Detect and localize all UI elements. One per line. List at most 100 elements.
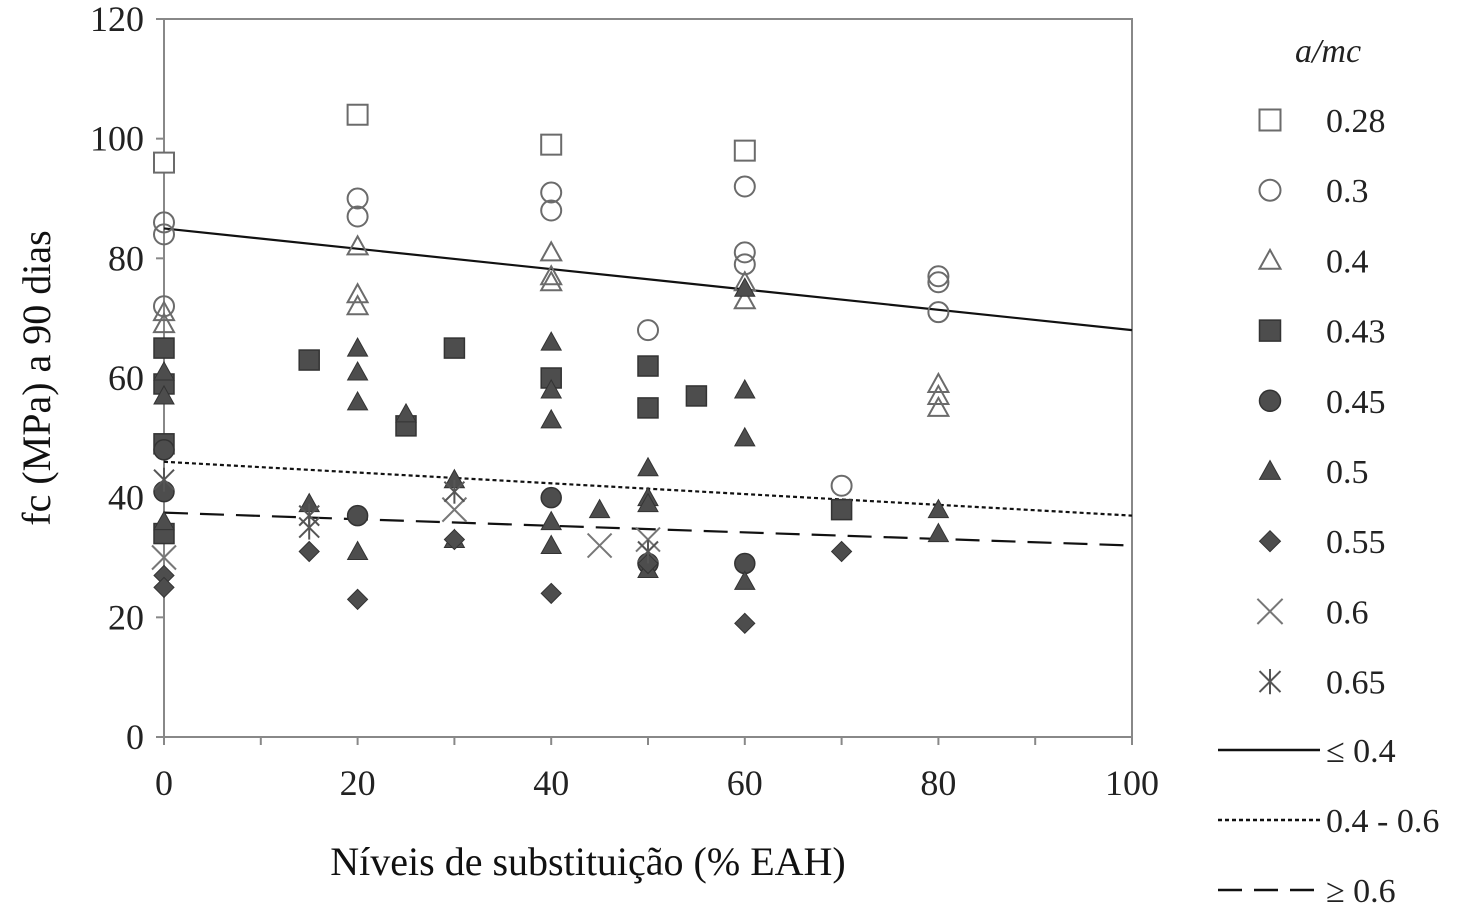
- y-axis-title: fc (MPa) a 90 dias: [14, 230, 59, 525]
- data-point: [927, 265, 950, 288]
- diamond-marker: [734, 612, 756, 635]
- data-point: [734, 612, 756, 635]
- square-marker: [1258, 108, 1282, 132]
- data-point: [346, 504, 369, 527]
- triangle-marker: [539, 270, 563, 292]
- legend-label: 0.4 - 0.6: [1326, 803, 1439, 840]
- data-points: [151, 103, 951, 635]
- data-point: [346, 205, 369, 228]
- data-point: [540, 331, 563, 351]
- data-point: [395, 402, 417, 423]
- x-tick-label: 40: [533, 763, 569, 803]
- data-point: [637, 397, 659, 419]
- circle-marker: [637, 319, 659, 342]
- circle-marker: [733, 241, 756, 264]
- circle-marker: [153, 211, 175, 234]
- data-point: [637, 456, 659, 477]
- data-point: [1258, 459, 1282, 480]
- data-point: [540, 582, 562, 605]
- data-point: [733, 288, 757, 310]
- triangle-marker: [346, 390, 369, 411]
- triangle-marker: [345, 282, 370, 304]
- circle-marker: [927, 301, 950, 324]
- x-tick-label: 60: [727, 763, 763, 803]
- triangle-marker: [345, 234, 370, 256]
- triangle-marker: [733, 378, 756, 399]
- data-point: [345, 282, 370, 304]
- y-tick-label: 20: [108, 597, 144, 637]
- legend-label: 0.3: [1326, 173, 1369, 210]
- diamond-marker: [153, 576, 175, 599]
- data-point: [153, 360, 175, 381]
- data-point: [298, 540, 320, 563]
- data-point: [298, 515, 320, 540]
- x-marker: [1256, 598, 1284, 625]
- legend-label: 0.28: [1326, 103, 1386, 140]
- x-tick-label: 20: [340, 763, 376, 803]
- y-tick-label: 40: [108, 478, 144, 518]
- data-point: [685, 385, 708, 407]
- data-point: [830, 498, 853, 521]
- triangle-marker: [153, 360, 175, 381]
- triangle-marker: [588, 498, 611, 519]
- triangle-marker: [346, 360, 369, 381]
- triangle-marker: [926, 383, 951, 405]
- triangle-marker: [733, 570, 756, 590]
- triangle-marker: [539, 240, 563, 262]
- data-point: [1258, 389, 1282, 413]
- data-point: [927, 498, 950, 519]
- circle-marker: [927, 271, 950, 294]
- data-point: [637, 319, 659, 342]
- data-point: [153, 151, 175, 174]
- triangle-marker: [637, 456, 659, 477]
- square-marker: [153, 151, 175, 174]
- triangle-marker: [540, 408, 563, 429]
- triangle-marker: [1257, 247, 1283, 270]
- triangle-marker: [733, 426, 756, 447]
- diamond-marker: [830, 540, 853, 563]
- triangle-marker: [345, 294, 370, 316]
- circle-marker: [733, 175, 756, 198]
- square-marker: [685, 385, 708, 407]
- data-point: [153, 510, 175, 531]
- triangle-marker: [927, 522, 950, 543]
- circle-marker: [346, 187, 369, 210]
- triangle-marker: [346, 337, 369, 357]
- data-point: [443, 337, 466, 359]
- data-point: [540, 486, 562, 509]
- data-point: [153, 576, 175, 599]
- circle-marker: [540, 181, 563, 204]
- y-tick-label: 60: [108, 358, 144, 398]
- data-point: [927, 301, 950, 324]
- trendline: [163, 511, 1133, 547]
- square-marker: [540, 133, 563, 156]
- data-point: [153, 211, 175, 234]
- legend-label: ≥ 0.6: [1326, 873, 1396, 910]
- data-point: [733, 570, 756, 590]
- circle-marker: [927, 265, 950, 288]
- circle-marker: [153, 223, 175, 246]
- circle-marker: [830, 474, 853, 497]
- triangle-marker: [926, 371, 951, 393]
- data-point: [927, 271, 950, 294]
- data-point: [733, 378, 756, 399]
- legend-title: a/mc: [1295, 33, 1361, 70]
- legend-label: 0.43: [1326, 314, 1386, 351]
- x-marker: [586, 532, 613, 559]
- data-point: [153, 384, 175, 405]
- axis-ticks: 0 20 40 60 80 100 120 0 20 40 60 80 100: [90, 0, 1159, 803]
- square-marker: [153, 337, 175, 359]
- data-point: [346, 540, 369, 561]
- triangle-marker: [346, 540, 369, 561]
- plot-frame: [163, 18, 1133, 738]
- data-point: [153, 223, 175, 246]
- legend-label: 0.4: [1326, 243, 1369, 280]
- diamond-marker: [346, 588, 369, 611]
- square-marker: [346, 103, 369, 126]
- diamond-marker: [443, 528, 466, 551]
- data-point: [346, 337, 369, 357]
- triangle-marker: [539, 264, 563, 286]
- data-point: [441, 496, 468, 523]
- data-point: [637, 492, 659, 513]
